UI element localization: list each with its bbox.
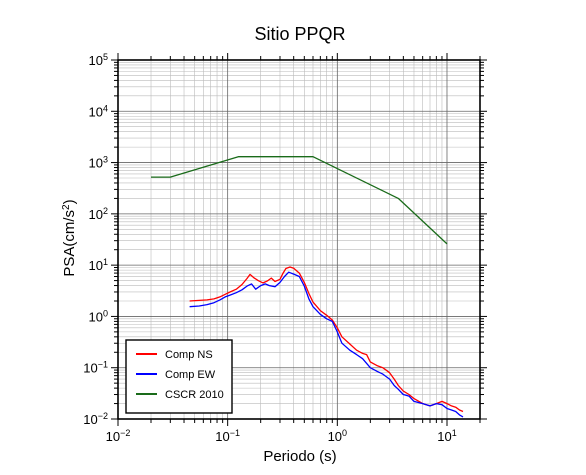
legend: Comp NS Comp EW CSCR 2010 <box>125 339 233 414</box>
series-line-cscr-2010 <box>151 156 448 245</box>
series-line-comp-ns <box>189 266 464 413</box>
legend-label: Comp NS <box>165 349 213 361</box>
y-axis-label-sup: 2 <box>61 204 72 210</box>
series-line-comp-ew <box>189 271 464 418</box>
ticks-layer <box>111 53 487 426</box>
tick-labels: 10−2 10−1 100 101 10−2 10−1 100 101 102 103 104 105 <box>83 52 456 444</box>
x-tick-label: 10−2 <box>106 428 131 444</box>
chart-title: Sitio PPQR <box>254 24 345 44</box>
y-tick-label: 104 <box>89 103 108 119</box>
y-tick-label: 101 <box>89 257 108 273</box>
minor-grid <box>118 60 481 419</box>
y-axis-label-close: ) <box>61 199 78 204</box>
legend-label: CSCR 2010 <box>165 389 224 401</box>
y-tick-label: 105 <box>89 52 108 68</box>
plot-frame <box>117 59 481 420</box>
y-tick-label: 103 <box>89 155 108 171</box>
y-tick-label: 100 <box>89 308 108 324</box>
legend-label: Comp EW <box>165 369 216 381</box>
legend-box <box>125 339 233 414</box>
x-tick-label: 101 <box>437 428 456 444</box>
y-tick-label: 102 <box>89 206 108 222</box>
x-axis-label: Periodo (s) <box>263 448 336 465</box>
x-tick-label: 10−1 <box>215 428 240 444</box>
y-tick-label: 10−1 <box>83 360 108 376</box>
y-axis-label-main: PSA(cm/s <box>61 210 78 277</box>
x-tick-label: 100 <box>328 428 347 444</box>
y-tick-label: 10−2 <box>83 411 108 427</box>
y-axis-label: PSA(cm/s2) <box>61 199 79 276</box>
series-layer <box>151 156 464 418</box>
